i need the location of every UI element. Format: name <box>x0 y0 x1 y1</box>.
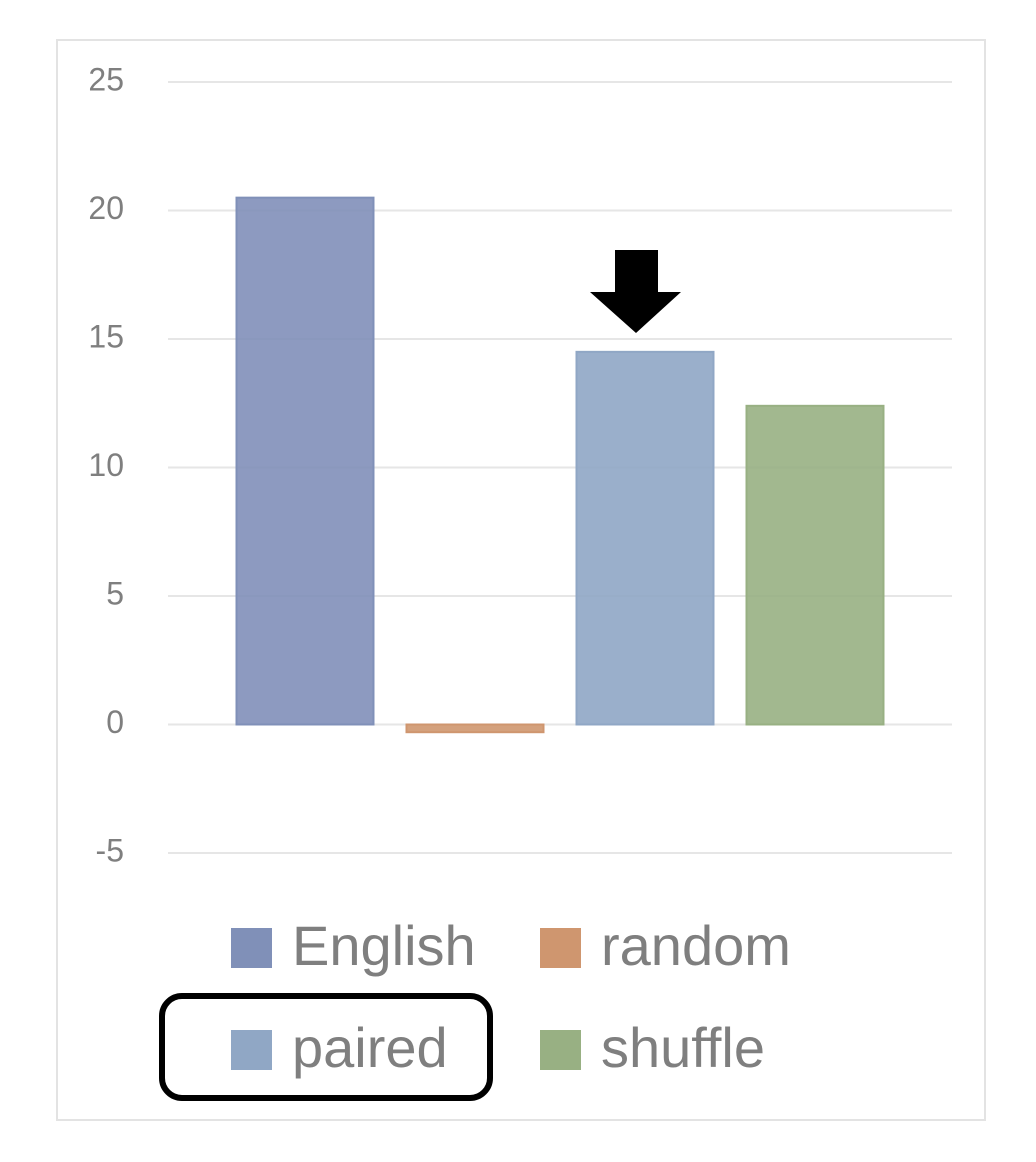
y-tick-label: 5 <box>106 575 124 611</box>
y-tick-label: 25 <box>88 61 124 97</box>
y-tick-label: 20 <box>88 190 124 226</box>
y-tick-label: 15 <box>88 318 124 354</box>
legend-label: shuffle <box>601 1016 765 1079</box>
arrow <box>590 250 681 333</box>
plot: -5 0 5 10 15 20 25 English random paired shuffle <box>88 61 952 1079</box>
legend-label: random <box>601 914 791 977</box>
bar <box>745 404 885 726</box>
legend-swatch <box>231 928 272 968</box>
highlight-box <box>159 993 493 1101</box>
y-tick-label: 0 <box>106 704 124 740</box>
bar <box>575 350 715 726</box>
bar <box>405 723 545 734</box>
bar <box>235 196 375 726</box>
legend-swatch <box>540 1030 581 1070</box>
y-tick-label: 10 <box>88 447 124 483</box>
legend-swatch <box>231 1030 272 1070</box>
legend-swatch <box>540 928 581 968</box>
legend-label: English <box>292 914 476 977</box>
legend-label: paired <box>292 1016 448 1079</box>
y-tick-label: -5 <box>96 832 124 868</box>
